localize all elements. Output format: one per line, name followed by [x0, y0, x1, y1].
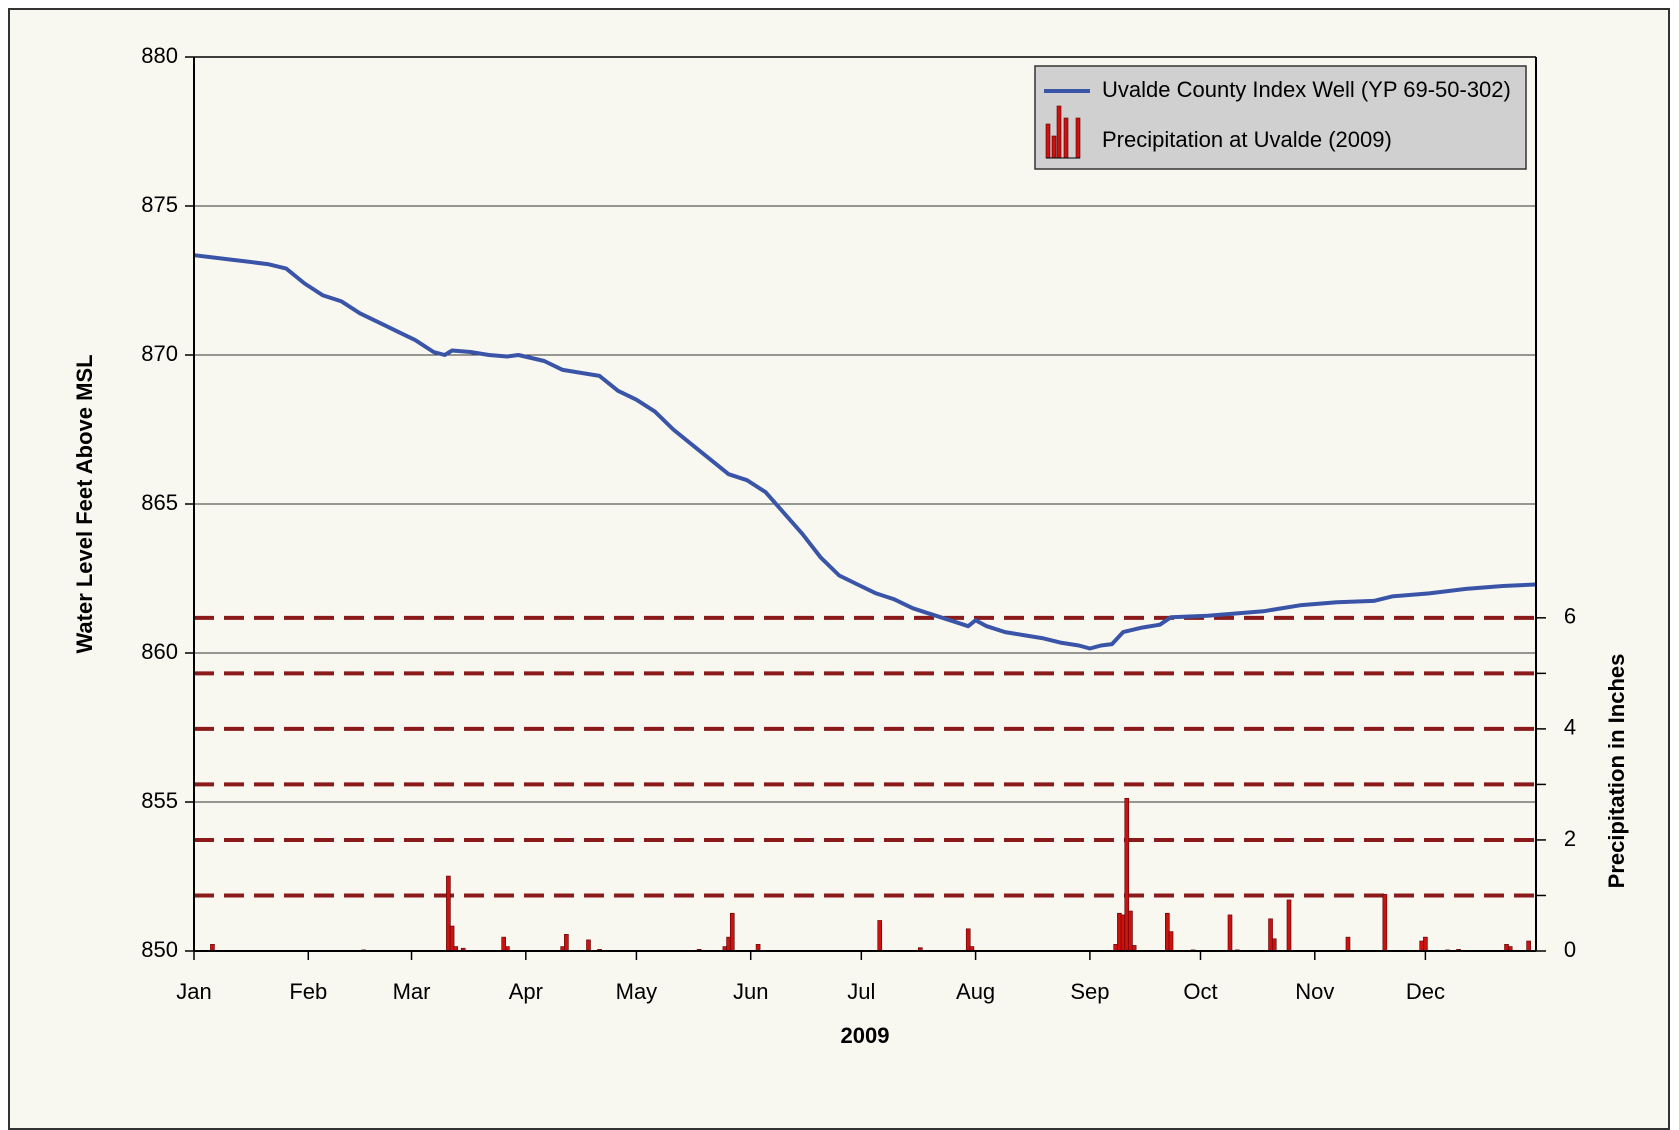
- y-tick-label: 855: [141, 788, 178, 813]
- y-tick-label: 865: [141, 490, 178, 515]
- x-tick-label: Sep: [1070, 979, 1109, 1004]
- x-tick-label: Oct: [1183, 979, 1217, 1004]
- precip-bar: [564, 934, 569, 952]
- y-tick-label: 880: [141, 43, 178, 68]
- precip-bar: [586, 939, 591, 952]
- y2-tick-label: 0: [1564, 937, 1576, 962]
- x-tick-label: May: [616, 979, 658, 1004]
- precip-bar: [1345, 936, 1351, 952]
- x-tick-label: Jun: [733, 979, 768, 1004]
- precip-bar: [877, 920, 883, 952]
- chart-frame: [8, 8, 1670, 1130]
- y2-tick-label: 4: [1564, 715, 1576, 740]
- legend-label: Uvalde County Index Well (YP 69-50-302): [1102, 77, 1511, 102]
- precip-bar: [1526, 940, 1531, 952]
- precip-bar: [1286, 899, 1292, 952]
- y2-axis-title: Precipitation in Inches: [1604, 654, 1629, 889]
- y-tick-label: 850: [141, 937, 178, 962]
- precip-bar: [1128, 910, 1133, 952]
- x-tick-label: Jul: [847, 979, 875, 1004]
- legend-swatch: [1045, 123, 1051, 159]
- y-tick-label: 860: [141, 639, 178, 664]
- water-level-line: [193, 253, 1537, 651]
- y2-tick-label: 6: [1564, 604, 1576, 629]
- precip-bar: [1423, 936, 1428, 952]
- y2-tick-label: 2: [1564, 826, 1576, 851]
- y-tick-label: 870: [141, 341, 178, 366]
- x-tick-label: Aug: [956, 979, 995, 1004]
- legend-label: Precipitation at Uvalde (2009): [1102, 127, 1392, 152]
- precip-bar: [729, 912, 735, 952]
- y-tick-label: 875: [141, 192, 178, 217]
- legend-box: [1034, 65, 1527, 170]
- x-tick-label: Feb: [289, 979, 327, 1004]
- x-tick-label: Nov: [1295, 979, 1334, 1004]
- x-axis-title: 2009: [841, 1023, 890, 1048]
- x-tick-label: Dec: [1406, 979, 1445, 1004]
- x-tick-label: Jan: [176, 979, 211, 1004]
- legend-swatch: [1051, 135, 1057, 159]
- precip-bar: [1271, 938, 1277, 952]
- legend-swatch: [1063, 117, 1069, 159]
- legend-swatch: [1075, 117, 1081, 159]
- y-axis-title: Water Level Feet Above MSL: [72, 354, 97, 653]
- precip-bar: [1168, 931, 1174, 952]
- precip-bar: [1382, 894, 1388, 952]
- x-tick-label: Apr: [509, 979, 543, 1004]
- legend-swatch: [1056, 105, 1062, 159]
- x-tick-label: Mar: [393, 979, 431, 1004]
- precip-bar: [1227, 914, 1233, 952]
